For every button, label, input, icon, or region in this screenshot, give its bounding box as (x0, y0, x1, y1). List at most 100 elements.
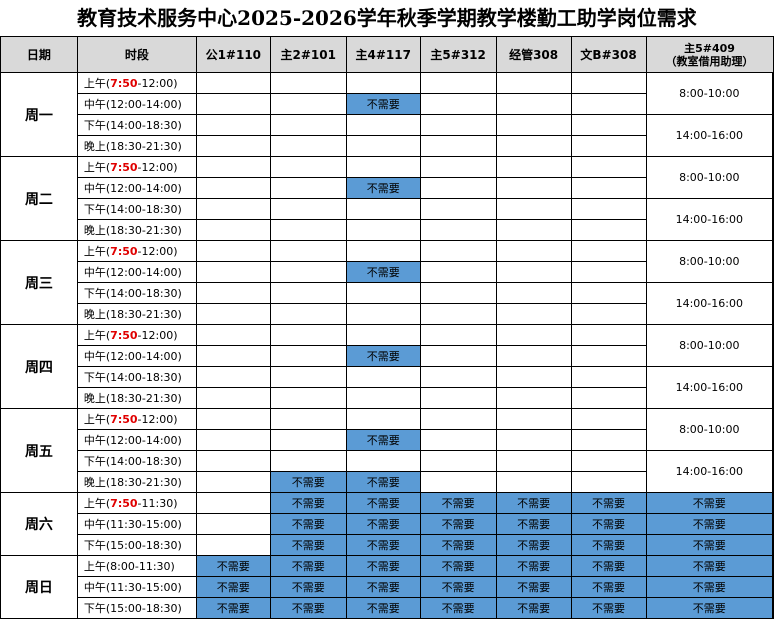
period-label: 下午(14:00-18:30) (76, 198, 197, 220)
period-text: 下午(15:00-18:30) (83, 602, 182, 615)
period-label: 中午(11:30-15:00) (76, 513, 197, 535)
period-start-time: 7:50 (110, 245, 138, 258)
not-needed-cell: 不需要 (495, 576, 572, 598)
empty-cell (195, 198, 271, 220)
empty-cell (345, 324, 421, 346)
not-needed-cell: 不需要 (195, 555, 271, 577)
period-text: 中午(12:00-14:00) (83, 266, 182, 279)
not-needed-cell: 不需要 (345, 345, 421, 367)
not-needed-cell: 不需要 (195, 576, 271, 598)
empty-cell (570, 93, 647, 115)
not-needed-cell: 不需要 (345, 429, 421, 451)
not-needed-cell: 不需要 (495, 555, 572, 577)
empty-cell (495, 324, 572, 346)
not-needed-cell: 不需要 (645, 513, 774, 535)
table-row: 周一 上午(7:50-12:00) 8:00-10:00 (0, 72, 774, 157)
empty-cell (195, 429, 271, 451)
empty-cell (195, 450, 271, 472)
empty-cell (495, 219, 572, 241)
empty-cell (195, 471, 271, 493)
day-label: 周三 (0, 240, 78, 325)
not-needed-cell: 不需要 (570, 534, 647, 556)
day-label: 周二 (0, 156, 78, 241)
table-row: 周五 上午(7:50-12:00) 8:00-10:00 (0, 408, 774, 493)
not-needed-cell: 不需要 (345, 177, 421, 199)
empty-cell (570, 366, 647, 388)
not-needed-cell: 不需要 (345, 597, 421, 619)
empty-cell (495, 282, 572, 304)
period-label: 上午(7:50-11:30) (76, 492, 197, 514)
slot-afternoon: 14:00-16:00 (645, 366, 774, 409)
table-row: 中午(12:00-14:00) 不需要 (1, 345, 774, 367)
empty-cell (345, 219, 421, 241)
empty-cell (419, 408, 497, 430)
empty-cell (570, 198, 647, 220)
period-text-end: -12:00) (137, 413, 178, 426)
empty-cell (419, 303, 497, 325)
empty-cell (570, 114, 647, 136)
empty-cell (419, 345, 497, 367)
header-room-7-name: 主5#409 (684, 41, 735, 55)
not-needed-cell: 不需要 (345, 93, 421, 115)
header-room-1: 公1#110 (195, 36, 271, 73)
not-needed-cell: 不需要 (269, 513, 347, 535)
slot-afternoon: 14:00-16:00 (645, 114, 774, 157)
not-needed-cell: 不需要 (570, 492, 647, 514)
empty-cell (495, 345, 572, 367)
empty-cell (195, 261, 271, 283)
not-needed-cell: 不需要 (570, 555, 647, 577)
empty-cell (195, 156, 271, 178)
header-period: 时段 (76, 36, 197, 73)
not-needed-cell: 不需要 (419, 492, 497, 514)
empty-cell (269, 429, 347, 451)
slot-morning: 8:00-10:00 (645, 240, 774, 283)
empty-cell (495, 303, 572, 325)
not-needed-cell: 不需要 (345, 513, 421, 535)
empty-cell (419, 135, 497, 157)
empty-cell (195, 177, 271, 199)
empty-cell (570, 282, 647, 304)
empty-cell (495, 156, 572, 178)
empty-cell (269, 72, 347, 94)
empty-cell (195, 408, 271, 430)
not-needed-cell: 不需要 (645, 597, 774, 619)
not-needed-cell: 不需要 (419, 597, 497, 619)
empty-cell (195, 72, 271, 94)
empty-cell (195, 114, 271, 136)
empty-cell (195, 93, 271, 115)
empty-cell (195, 324, 271, 346)
schedule-table: 日期 时段 公1#110 主2#101 主4#117 主5#312 经管308 … (0, 36, 774, 619)
not-needed-cell: 不需要 (570, 513, 647, 535)
empty-cell (570, 72, 647, 94)
empty-cell (195, 219, 271, 241)
period-label: 上午(7:50-12:00) (76, 72, 197, 94)
empty-cell (269, 366, 347, 388)
header-room-5: 经管308 (495, 36, 572, 73)
header-room-4: 主5#312 (419, 36, 497, 73)
empty-cell (419, 282, 497, 304)
empty-cell (195, 240, 271, 262)
period-label: 上午(7:50-12:00) (76, 408, 197, 430)
not-needed-cell: 不需要 (345, 471, 421, 493)
slot-morning: 8:00-10:00 (645, 408, 774, 451)
empty-cell (419, 156, 497, 178)
table-row: 周六 上午(7:50-11:30) 不需要 不需要 不需要 不需要 不需要 不需要 (0, 492, 774, 556)
table-row: 下午(15:00-18:30) 不需要 不需要 不需要 不需要 不需要 不需要 (1, 534, 774, 556)
period-label: 中午(12:00-14:00) (76, 429, 197, 451)
period-text: 中午(11:30-15:00) (83, 518, 182, 531)
not-needed-cell: 不需要 (269, 492, 347, 514)
table-row: 下午(14:00-18:30) 14:00-16:00 (1, 114, 774, 157)
empty-cell (345, 240, 421, 262)
not-needed-cell: 不需要 (345, 555, 421, 577)
empty-cell (269, 303, 347, 325)
empty-cell (269, 135, 347, 157)
table-row: 中午(12:00-14:00) 不需要 (1, 177, 774, 199)
table-row: 下午(15:00-18:30) 不需要 不需要 不需要 不需要 不需要 不需要 不需要 (1, 597, 774, 619)
day-label: 周六 (0, 492, 78, 556)
period-text-end: -12:00) (137, 77, 178, 90)
slot-morning: 8:00-10:00 (645, 324, 774, 367)
period-text: 上午( (83, 161, 111, 174)
period-label: 上午(7:50-12:00) (76, 156, 197, 178)
period-label: 下午(14:00-18:30) (76, 366, 197, 388)
empty-cell (495, 198, 572, 220)
